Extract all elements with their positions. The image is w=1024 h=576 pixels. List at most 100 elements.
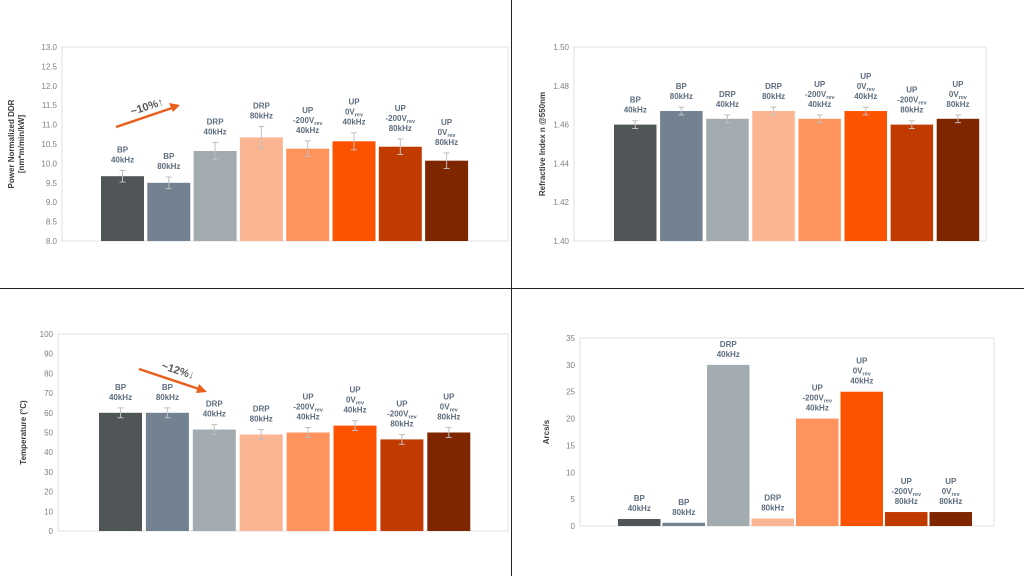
- plot-area: [57, 333, 509, 532]
- bar-label-1: BP 40kHz: [624, 96, 647, 115]
- bar-8: [929, 512, 972, 526]
- bar-label-6: UP 0Vrev 40kHz: [342, 98, 365, 127]
- y-tick-label-1: 1.42: [553, 198, 569, 207]
- y-tick-label-7: 35: [566, 334, 575, 343]
- bar-label-8: UP 0Vrev 80kHz: [939, 477, 962, 506]
- bar-label-4: DRP 80kHz: [250, 102, 273, 121]
- y-tick-label-6: 60: [44, 409, 53, 418]
- bar-label-1: BP 40kHz: [111, 145, 134, 164]
- bar-label-2: BP 80kHz: [672, 498, 695, 517]
- bar-7: [885, 512, 928, 526]
- bar-label-7: UP -200Vrev 80kHz: [891, 477, 922, 506]
- bar-label-4: DRP 80kHz: [761, 493, 784, 512]
- bar-3: [193, 150, 237, 241]
- bar-label-6: UP 0Vrev 40kHz: [850, 357, 873, 386]
- bar-7: [890, 124, 934, 241]
- bar-label-3: DRP 40kHz: [203, 400, 226, 419]
- bar-label-7: UP -200Vrev 80kHz: [897, 86, 928, 115]
- y-axis-label: Arcs/s: [542, 419, 551, 444]
- bar-label-2: BP 80kHz: [670, 82, 693, 101]
- y-tick-label-3: 15: [566, 441, 575, 450]
- bar-4: [752, 111, 795, 242]
- bar-7: [378, 146, 422, 241]
- y-axis-label: Temperature (°C): [19, 400, 28, 465]
- y-tick-label-2: 1.44: [553, 159, 569, 168]
- bar-label-7: UP -200Vrev 80kHz: [385, 104, 416, 133]
- bar-3: [706, 118, 749, 241]
- bar-8: [427, 432, 471, 531]
- bar-1: [614, 124, 657, 241]
- bar-5: [798, 118, 841, 241]
- y-tick-label-4: 1.48: [553, 82, 569, 91]
- y-tick-label-4: 40: [44, 448, 53, 457]
- y-tick-label-7: 11.5: [42, 101, 58, 110]
- y-tick-label-8: 12.0: [41, 82, 57, 91]
- bar-6: [333, 425, 377, 531]
- bar-label-5: UP -200Vrev 40kHz: [802, 384, 833, 413]
- y-axis-label: Refractive Index n @550nm: [538, 92, 547, 196]
- bar-label-1: BP 40kHz: [109, 383, 132, 402]
- horizontal-divider: [0, 288, 1024, 289]
- bar-5: [286, 432, 330, 531]
- bar-1: [99, 412, 142, 531]
- bar-label-8: UP 0Vrev 80kHz: [437, 393, 460, 422]
- bar-label-1: BP 40kHz: [628, 494, 651, 513]
- y-tick-label-6: 11.0: [42, 121, 58, 130]
- y-tick-label-3: 30: [44, 468, 53, 477]
- bar-2: [662, 522, 705, 526]
- y-tick-label-0: 0: [571, 522, 576, 531]
- y-tick-label-1: 10: [44, 507, 53, 516]
- bar-label-8: UP 0Vrev 80kHz: [946, 80, 969, 109]
- y-tick-label-1: 8.5: [46, 218, 58, 227]
- y-tick-label-9: 12.5: [41, 62, 57, 71]
- y-tick-label-0: 0: [49, 527, 54, 536]
- y-axis-label-unit: [nm*m/min/kW]: [17, 115, 26, 174]
- y-tick-label-2: 10: [566, 468, 575, 477]
- bar-label-7: UP -200Vrev 80kHz: [387, 399, 418, 428]
- bar-2: [145, 412, 189, 531]
- y-tick-label-2: 20: [44, 488, 53, 497]
- y-tick-label-8: 80: [44, 369, 53, 378]
- bar-6: [844, 111, 887, 242]
- bar-label-6: UP 0Vrev 40kHz: [854, 72, 877, 101]
- bar-label-5: UP -200Vrev 40kHz: [293, 393, 324, 422]
- y-tick-label-4: 10.0: [41, 159, 57, 168]
- bar-label-5: UP -200Vrev 40kHz: [805, 80, 836, 109]
- bar-label-2: BP 80kHz: [157, 152, 180, 171]
- y-tick-label-6: 30: [566, 361, 575, 370]
- bar-1: [101, 176, 144, 241]
- bar-4: [239, 137, 283, 241]
- plot-area: [61, 46, 509, 242]
- bar-8: [425, 160, 469, 241]
- y-tick-label-5: 1.50: [553, 43, 569, 52]
- bar-1: [618, 519, 661, 526]
- bar-4: [751, 518, 794, 526]
- bar-label-4: DRP 80kHz: [762, 82, 785, 101]
- bar-label-6: UP 0Vrev 40kHz: [343, 386, 366, 415]
- y-tick-label-5: 10.5: [41, 140, 57, 149]
- y-tick-label-5: 50: [44, 429, 53, 438]
- y-tick-label-10: 13.0: [41, 43, 57, 52]
- bar-label-4: DRP 80kHz: [250, 405, 273, 424]
- bar-label-8: UP 0Vrev 80kHz: [435, 118, 458, 147]
- bar-8: [936, 118, 980, 241]
- y-tick-label-2: 9.0: [46, 198, 58, 207]
- increase-arrow: [115, 106, 173, 129]
- y-tick-label-3: 9.5: [46, 179, 58, 188]
- y-tick-label-0: 8.0: [46, 237, 58, 246]
- bar-5: [286, 148, 330, 241]
- y-tick-label-0: 1.40: [553, 237, 569, 246]
- y-tick-label-4: 20: [566, 415, 575, 424]
- bar-2: [660, 111, 703, 242]
- bar-6: [840, 391, 883, 526]
- bar-label-3: DRP 40kHz: [716, 90, 739, 109]
- y-tick-label-1: 5: [571, 495, 576, 504]
